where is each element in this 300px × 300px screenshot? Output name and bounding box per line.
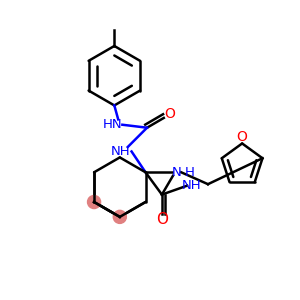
Text: N: N [172,166,182,179]
Text: O: O [164,107,175,121]
Text: NH: NH [110,145,130,158]
Text: H: H [185,166,195,179]
Text: O: O [237,130,248,144]
Circle shape [113,210,126,224]
Circle shape [88,196,100,208]
Text: HN: HN [103,118,123,131]
Text: NH: NH [182,179,201,192]
Text: O: O [156,212,168,227]
